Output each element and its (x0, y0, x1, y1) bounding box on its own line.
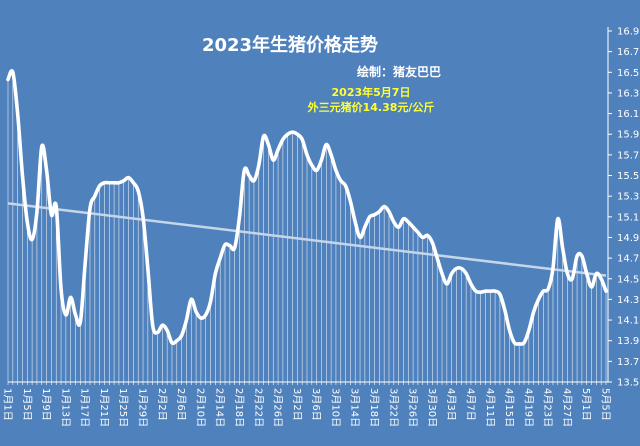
y-tick-label: 13.5 (617, 378, 639, 389)
y-tick-label: 14.3 (617, 295, 639, 306)
x-tick-label: 3月14日 (349, 388, 361, 427)
x-tick-label: 1月21日 (98, 388, 110, 427)
x-tick-label: 5月1日 (580, 388, 592, 421)
x-tick-label: 1月5日 (21, 388, 33, 421)
x-tick-label: 1月13日 (59, 388, 71, 427)
x-tick-label: 1月17日 (79, 388, 91, 427)
drop-lines (7, 72, 607, 382)
y-tick-label: 16.5 (617, 68, 639, 79)
x-tick-label: 4月3日 (445, 388, 457, 421)
y-tick-label: 14.1 (617, 316, 639, 327)
y-tick-labels: 13.5 13.7 13.9 14.1 14.3 14.5 14.7 14.9 15.1 15.3… (608, 27, 639, 389)
chart-title: 2023年生猪价格走势 (202, 34, 378, 56)
y-tick-label: 16.3 (617, 88, 639, 99)
x-tick-label: 3月6日 (310, 388, 322, 421)
x-tick-labels: 1月1日 1月5日 1月9日 1月13日 1月17日 1月21日 1月25日 1月29日 2月2… (2, 382, 612, 427)
annotation-text: 外三元猪价14.38元/公斤 (307, 100, 435, 114)
axes (8, 27, 609, 383)
y-tick-label: 15.3 (617, 192, 639, 203)
x-tick-label: 3月2日 (291, 388, 303, 421)
x-tick-label: 4月23日 (542, 388, 554, 427)
x-tick-label: 1月9日 (40, 388, 52, 421)
y-tick-label: 14.9 (617, 233, 639, 244)
x-tick-label: 3月18日 (368, 388, 380, 427)
x-tick-label: 2月14日 (214, 388, 226, 427)
x-tick-label: 4月27日 (561, 388, 573, 427)
y-tick-label: 15.5 (617, 171, 639, 182)
x-tick-label: 4月7日 (464, 388, 476, 421)
x-tick-label: 4月15日 (503, 388, 515, 427)
x-tick-label: 2月10日 (194, 388, 206, 427)
y-tick-label: 16.9 (617, 27, 639, 38)
x-tick-label: 2月6日 (175, 388, 187, 421)
y-tick-label: 13.9 (617, 336, 639, 347)
x-tick-label: 1月29日 (137, 388, 149, 427)
x-tick-label: 3月26日 (407, 388, 419, 427)
y-tick-label: 14.7 (617, 254, 639, 265)
x-tick-label: 4月19日 (522, 388, 534, 427)
chart-credit: 绘制：猪友巴巴 (357, 64, 441, 79)
y-tick-label: 15.1 (617, 212, 639, 223)
x-tick-label: 2月26日 (272, 388, 284, 427)
annotation-date: 2023年5月7日 (332, 85, 411, 99)
y-tick-label: 14.5 (617, 274, 639, 285)
y-tick-label: 16.1 (617, 109, 639, 120)
x-tick-label: 5月5日 (600, 388, 612, 421)
y-tick-label: 16.7 (617, 47, 639, 58)
x-tick-label: 2月18日 (233, 388, 245, 427)
x-tick-label: 1月1日 (2, 388, 14, 421)
y-tick-label: 13.7 (617, 357, 639, 368)
price-line (6, 69, 608, 346)
x-tick-label: 3月10日 (329, 388, 341, 427)
x-tick-label: 4月11日 (484, 388, 496, 427)
x-tick-label: 2月2日 (156, 388, 168, 421)
x-tick-label: 1月25日 (117, 388, 129, 427)
y-tick-label: 15.9 (617, 130, 639, 141)
trend-line (7, 202, 607, 277)
x-tick-label: 3月22日 (387, 388, 399, 427)
x-tick-label: 3月30日 (426, 388, 438, 427)
y-tick-label: 15.7 (617, 150, 639, 161)
x-tick-label: 2月22日 (252, 388, 264, 427)
